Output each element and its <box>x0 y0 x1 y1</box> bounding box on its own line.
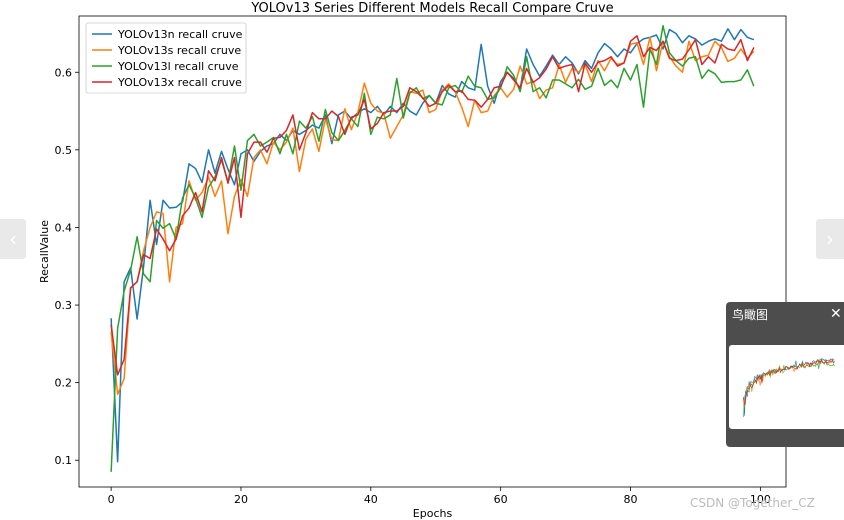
minimap-title: 鸟瞰图 <box>732 307 769 322</box>
legend-label: YOLOv13s recall cruve <box>117 44 241 57</box>
next-image-button[interactable]: › <box>816 219 844 259</box>
y-tick-label: 0.3 <box>55 299 73 312</box>
y-tick-label: 0.2 <box>55 377 73 390</box>
chart-title: YOLOv13 Series Different Models Recall C… <box>250 1 613 16</box>
series-line-3 <box>110 35 755 376</box>
minimap-thumbnail[interactable] <box>729 345 844 429</box>
legend-label: YOLOv13x recall cruve <box>117 76 242 89</box>
x-tick-label: 60 <box>494 493 508 506</box>
x-tick-label: 80 <box>624 493 638 506</box>
chevron-right-icon: › <box>826 227 834 251</box>
minimap-series-line-2 <box>743 358 835 418</box>
minimap-series-line-3 <box>743 359 835 406</box>
x-axis-label: Epochs <box>413 507 453 520</box>
y-tick-label: 0.6 <box>55 66 73 79</box>
minimap-series-line-1 <box>743 359 835 408</box>
y-tick-label: 0.1 <box>55 454 73 467</box>
legend-label: YOLOv13l recall cruve <box>117 60 239 73</box>
x-tick-label: 100 <box>750 493 771 506</box>
minimap-chart <box>743 358 835 418</box>
x-tick-label: 0 <box>108 493 115 506</box>
x-tick-label: 20 <box>234 493 248 506</box>
y-tick-label: 0.5 <box>55 144 73 157</box>
close-icon[interactable]: ✕ <box>830 306 842 322</box>
plot-frame <box>78 15 787 488</box>
prev-image-button[interactable]: ‹ <box>0 219 26 259</box>
y-axis-label: RecallValue <box>38 220 51 283</box>
series-line-0 <box>110 28 755 463</box>
minimap-panel: 鸟瞰图 ✕ <box>726 302 844 447</box>
legend-label: YOLOv13n recall cruve <box>117 28 243 41</box>
x-tick-label: 40 <box>364 493 378 506</box>
minimap-header: 鸟瞰图 ✕ <box>726 302 844 326</box>
minimap-series-line-0 <box>743 358 835 416</box>
y-tick-label: 0.4 <box>55 221 73 234</box>
legend-box <box>85 22 247 94</box>
watermark: CSDN @Together_CZ <box>690 496 815 510</box>
chevron-left-icon: ‹ <box>9 227 17 251</box>
